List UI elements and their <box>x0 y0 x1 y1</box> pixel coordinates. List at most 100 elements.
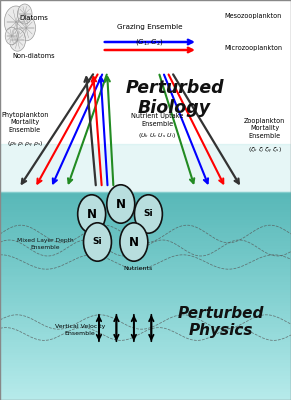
Bar <box>0 0 291 192</box>
Bar <box>0 208 291 210</box>
Circle shape <box>78 195 106 233</box>
Bar <box>0 273 291 275</box>
Bar <box>0 327 291 330</box>
Bar <box>0 192 291 194</box>
Bar <box>0 265 291 267</box>
Text: Nutrients: Nutrients <box>124 266 153 271</box>
Circle shape <box>107 185 135 223</box>
Bar <box>0 231 291 234</box>
Bar <box>0 301 291 304</box>
Bar <box>0 369 291 371</box>
Bar <box>0 220 291 223</box>
Bar <box>0 371 291 374</box>
Bar <box>0 350 291 353</box>
Bar <box>0 390 291 392</box>
Bar <box>0 144 291 192</box>
Bar <box>0 338 291 340</box>
Circle shape <box>120 223 148 261</box>
Bar <box>0 306 291 309</box>
Bar <box>0 234 291 236</box>
Bar <box>0 244 291 246</box>
Text: ($\zeta_k$ $\zeta_i$ $\zeta_q$ $\zeta_s$): ($\zeta_k$ $\zeta_i$ $\zeta_q$ $\zeta_s$… <box>248 146 282 156</box>
Bar <box>0 223 291 226</box>
Bar <box>0 254 291 257</box>
Bar <box>0 270 291 273</box>
Circle shape <box>9 29 26 51</box>
Bar <box>0 304 291 306</box>
Bar <box>0 322 291 325</box>
Bar <box>0 392 291 395</box>
Circle shape <box>17 4 32 24</box>
Text: Vertical Velocity
Ensemble: Vertical Velocity Ensemble <box>55 324 105 336</box>
Bar <box>0 296 291 298</box>
Bar <box>0 384 291 387</box>
Text: ($U_k$ $U_c$ $U_s$ $U_i$): ($U_k$ $U_c$ $U_s$ $U_i$) <box>138 132 176 140</box>
Text: N: N <box>87 208 97 220</box>
Bar <box>0 348 291 350</box>
Circle shape <box>134 195 162 233</box>
Bar <box>0 332 291 335</box>
Bar <box>0 314 291 317</box>
Bar <box>0 200 291 202</box>
Bar <box>0 340 291 343</box>
Bar <box>0 377 291 379</box>
Bar <box>0 262 291 265</box>
Bar <box>0 242 291 244</box>
Text: Mesozooplankton: Mesozooplankton <box>225 13 282 19</box>
Circle shape <box>5 27 18 45</box>
Bar <box>0 294 291 296</box>
Bar <box>0 260 291 262</box>
Bar <box>0 366 291 369</box>
Text: Mixed Layer Depth
Ensemble: Mixed Layer Depth Ensemble <box>17 238 74 250</box>
Bar <box>0 379 291 382</box>
Bar <box>0 335 291 338</box>
Bar <box>0 286 291 288</box>
Bar <box>0 194 291 197</box>
Bar <box>0 395 291 398</box>
Text: Diatoms: Diatoms <box>19 15 48 21</box>
Bar <box>0 345 291 348</box>
Circle shape <box>17 15 36 41</box>
Bar <box>0 249 291 252</box>
Bar <box>0 205 291 208</box>
Bar <box>0 257 291 260</box>
Circle shape <box>4 6 28 38</box>
Bar <box>0 252 291 254</box>
Bar <box>0 330 291 332</box>
Bar <box>0 309 291 312</box>
Bar <box>0 216 291 218</box>
Text: Microzooplankton: Microzooplankton <box>224 45 282 51</box>
Bar <box>0 228 291 231</box>
Bar <box>0 226 291 228</box>
Bar <box>0 353 291 356</box>
Bar <box>0 358 291 361</box>
Bar <box>0 268 291 270</box>
Text: N: N <box>129 236 139 248</box>
Text: Non-diatoms: Non-diatoms <box>12 53 55 59</box>
Bar <box>0 239 291 241</box>
Bar <box>0 291 291 294</box>
Text: Perturbed
Biology: Perturbed Biology <box>125 78 224 118</box>
Bar <box>0 283 291 286</box>
Text: N: N <box>116 198 126 210</box>
Text: ($G_1$, $G_2$): ($G_1$, $G_2$) <box>135 37 164 47</box>
Bar <box>0 278 291 280</box>
Bar <box>0 374 291 377</box>
Bar <box>0 210 291 213</box>
Bar <box>0 319 291 322</box>
Text: Perturbed
Physics: Perturbed Physics <box>178 306 264 338</box>
Bar <box>0 275 291 278</box>
Bar <box>0 361 291 364</box>
Bar <box>0 280 291 283</box>
Text: Si: Si <box>93 238 102 246</box>
Bar <box>0 202 291 205</box>
Bar <box>0 218 291 220</box>
Bar <box>0 312 291 314</box>
Text: Nutrient Uptake
Ensemble: Nutrient Uptake Ensemble <box>131 113 183 127</box>
Text: Zooplankton
Mortality
Ensemble: Zooplankton Mortality Ensemble <box>244 118 285 138</box>
Bar <box>0 197 291 200</box>
Bar <box>0 246 291 249</box>
Bar <box>0 298 291 301</box>
Bar <box>0 398 291 400</box>
Bar <box>0 317 291 319</box>
